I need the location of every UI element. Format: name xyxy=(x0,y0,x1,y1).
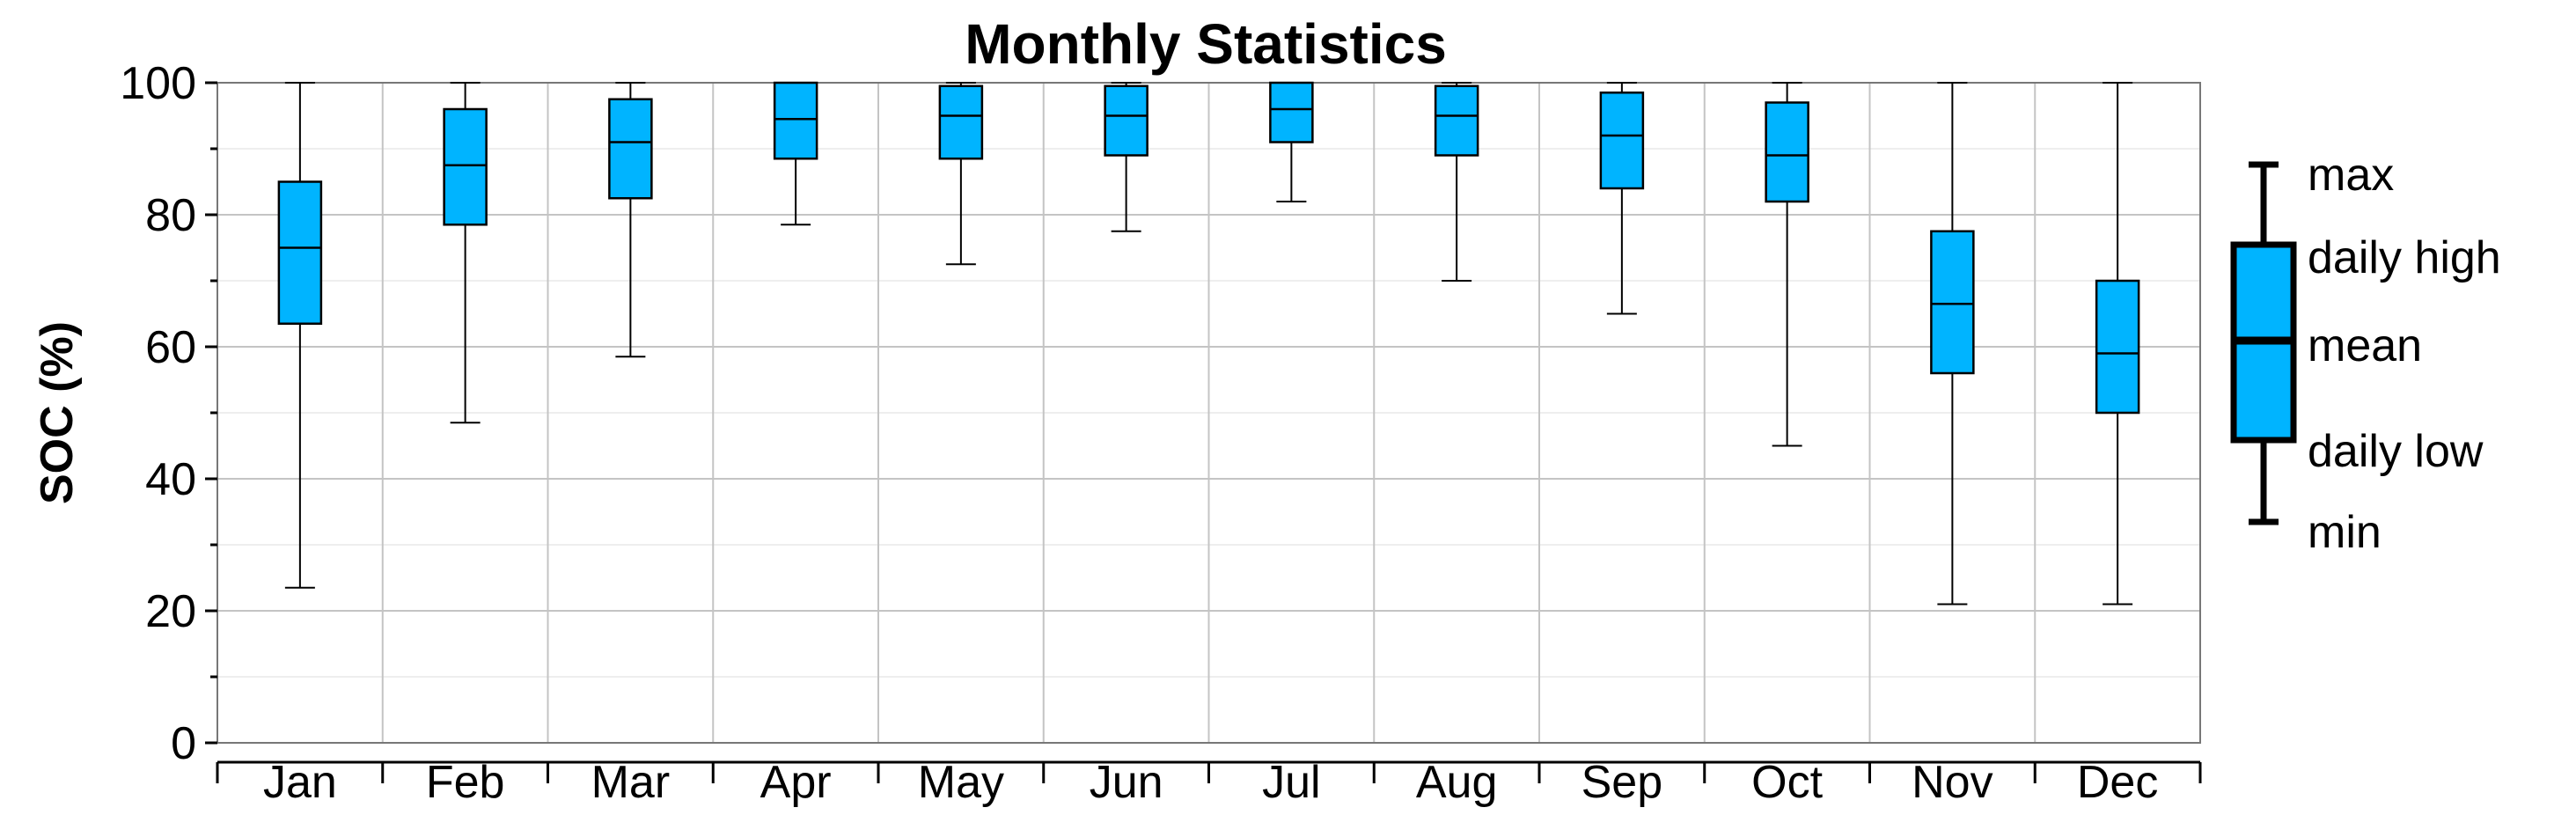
x-tick-label: Oct xyxy=(1751,757,1823,808)
x-tick-label: May xyxy=(918,757,1004,808)
y-tick-label: 100 xyxy=(120,58,196,109)
box-plot-aug xyxy=(1434,82,1479,282)
box-plots xyxy=(277,81,2140,606)
box xyxy=(608,98,653,200)
x-tick-label: Aug xyxy=(1416,757,1498,808)
box-plot-feb xyxy=(443,82,488,424)
y-tick-label: 60 xyxy=(145,322,196,373)
legend-low-label: daily low xyxy=(2308,426,2484,477)
legend-min-label: min xyxy=(2308,507,2382,558)
x-tick-label: Dec xyxy=(2077,757,2158,808)
box-plot-jul xyxy=(1269,81,1314,202)
box-plot-oct xyxy=(1765,82,1809,447)
box xyxy=(938,84,984,160)
box xyxy=(2095,279,2140,415)
legend-high-label: daily high xyxy=(2308,232,2501,283)
box-plot-may xyxy=(938,82,984,266)
box xyxy=(1104,84,1149,157)
box xyxy=(1269,81,1314,143)
legend: max daily high mean daily low min xyxy=(2230,150,2501,558)
x-tick-label: Sep xyxy=(1582,757,1663,808)
x-tick-label: Jan xyxy=(263,757,337,808)
box xyxy=(773,81,818,160)
x-tick-label: Mar xyxy=(591,757,671,808)
box-plot-apr xyxy=(773,81,818,226)
box xyxy=(1434,84,1479,157)
y-tick-label: 80 xyxy=(145,190,196,241)
box xyxy=(277,180,323,325)
box xyxy=(1765,101,1809,203)
y-axis-label: SOC (%) xyxy=(32,321,83,504)
x-tick-label: Jun xyxy=(1090,757,1163,808)
box-plot-mar xyxy=(608,82,653,358)
legend-max-label: max xyxy=(2308,150,2394,201)
grid xyxy=(217,83,2200,743)
box xyxy=(1930,230,1975,375)
x-tick-label: Jul xyxy=(1262,757,1320,808)
x-tick-label: Apr xyxy=(760,757,832,808)
y-tick-label: 40 xyxy=(145,454,196,505)
x-tick-label: Feb xyxy=(426,757,505,808)
y-tick-label: 20 xyxy=(145,586,196,637)
box xyxy=(1599,92,1645,190)
box-plot-nov xyxy=(1930,82,1975,606)
box-plot-sep xyxy=(1599,82,1645,315)
legend-mean-label: mean xyxy=(2308,320,2422,371)
axes: 0 20 40 60 80 100 Jan Feb Mar Apr May Jun Jul Aug Sep O… xyxy=(120,58,2202,808)
y-tick-label: 0 xyxy=(171,718,196,769)
box-plot-jun xyxy=(1104,82,1149,232)
box-plot-jan xyxy=(277,82,323,589)
box-plot-dec xyxy=(2095,82,2140,606)
x-tick-label: Nov xyxy=(1912,757,1993,808)
box xyxy=(443,107,488,226)
chart-title: Monthly Statistics xyxy=(965,12,1447,76)
